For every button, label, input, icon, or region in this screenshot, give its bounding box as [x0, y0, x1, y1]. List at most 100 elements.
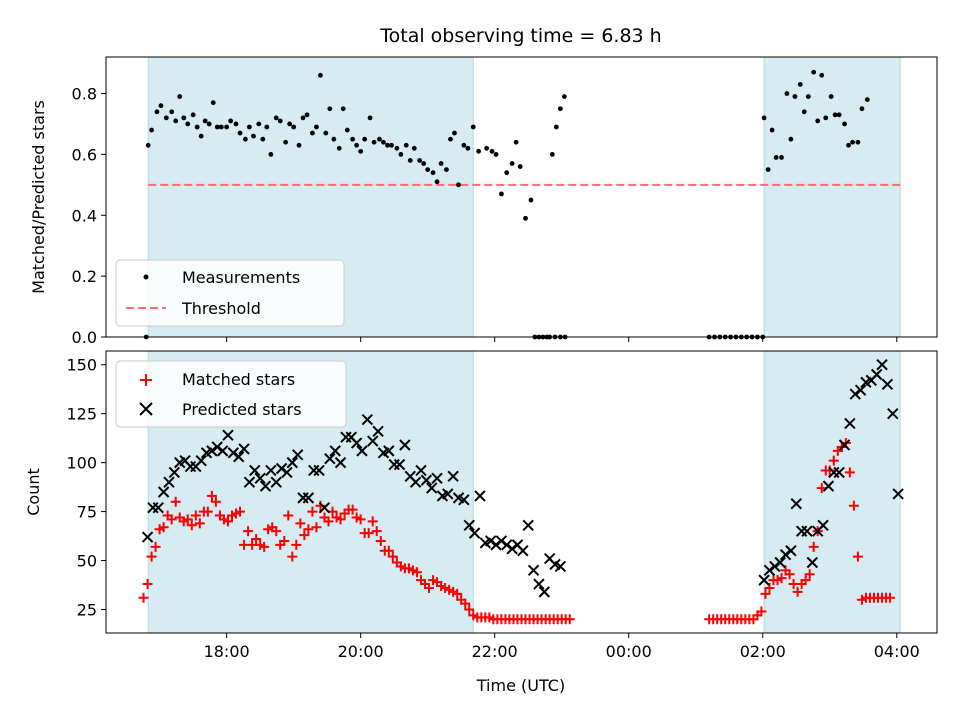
matched-star-point [776, 573, 787, 584]
matched-star-point [259, 541, 270, 552]
predicted-star-point [302, 492, 315, 504]
measurement-point [218, 124, 224, 130]
predicted-star-point [495, 535, 508, 547]
matched-star-point [460, 598, 471, 609]
matched-star-point [564, 614, 575, 625]
matched-star-point [464, 604, 475, 615]
predicted-star-point [501, 539, 513, 551]
matched-star-point [347, 504, 358, 515]
predicted-star-point [538, 586, 550, 598]
measurement-point [864, 97, 870, 103]
measurement-point [493, 151, 499, 157]
measurement-point [237, 130, 243, 136]
measurement-point [855, 139, 861, 145]
bottom-legend: Matched stars Predicted stars [115, 360, 347, 428]
bottom-y-tick-label: 150 [66, 356, 97, 375]
top-legend-box [115, 259, 345, 327]
top-y-tick-label: 0.0 [72, 328, 97, 347]
predicted-star-point [313, 464, 325, 477]
top-y-tick-label: 0.6 [72, 145, 97, 164]
predicted-star-point [522, 519, 534, 531]
matched-star-point [202, 506, 213, 517]
top-x-ticks [226, 337, 898, 342]
predicted-star-point [243, 476, 256, 488]
measurement-point [846, 142, 851, 148]
measurement-point [417, 158, 423, 163]
predicted-star-point [892, 488, 904, 500]
predicted-star-point [361, 413, 374, 426]
measurement-point [828, 94, 834, 99]
measurement-point [247, 124, 252, 130]
matched-star-point [355, 514, 366, 525]
predicted-star-point [833, 466, 845, 479]
predicted-star-point [801, 525, 813, 537]
predicted-star-point [458, 494, 470, 506]
matched-star-point [150, 541, 161, 552]
measurement-point [190, 112, 196, 118]
predicted-star-point [227, 447, 240, 459]
matched-star-point [311, 522, 322, 533]
measurement-point [779, 155, 784, 160]
predicted-star-point [447, 470, 459, 483]
predicted-star-point [533, 578, 545, 590]
measurement-point [504, 170, 510, 176]
measurement-point [331, 136, 337, 142]
measurement-point [287, 121, 293, 127]
predicted-star-point [849, 388, 861, 400]
measurement-point [425, 167, 431, 173]
measurement-point [773, 155, 779, 160]
matched-star-point [251, 534, 262, 544]
legend-label-matched-stars: Matched stars [182, 370, 295, 389]
bottom-axes-frame [105, 350, 938, 634]
bottom-y-tick-label: 50 [77, 552, 97, 571]
matched-star-point [303, 524, 314, 535]
measurement-point [850, 139, 855, 145]
predicted-star-point [425, 482, 438, 494]
measurement-point [470, 124, 476, 130]
matched-star-point [756, 606, 767, 617]
matched-star-point [800, 575, 811, 586]
matched-star-point [206, 490, 217, 501]
predicted-star-point [554, 560, 567, 573]
matched-star-point [138, 592, 149, 603]
predicted-star-point [372, 425, 384, 437]
predicted-star-point [870, 368, 883, 381]
predicted-star-point [152, 501, 164, 514]
measurement-point [371, 139, 377, 145]
measurement-point [819, 72, 825, 78]
matched-star-point [387, 551, 398, 562]
predicted-star-point [399, 439, 411, 451]
bottom-panel: 25 50 75 100 125 150 18:00 20:00 22:00 00:00 02:0… [24, 350, 938, 695]
matched-star-point [424, 582, 435, 593]
predicted-star-point [270, 476, 282, 488]
measurement-point [811, 69, 817, 75]
measurement-point [788, 136, 794, 142]
measurement-point [310, 130, 315, 136]
measurement-point [277, 118, 283, 124]
measurement-point [430, 170, 436, 176]
measurement-point [465, 145, 471, 151]
predicted-star-point [350, 437, 363, 449]
matched-star-point [283, 510, 294, 521]
matched-star-point [307, 506, 318, 517]
matched-star-point [186, 520, 197, 531]
measurement-point [513, 139, 519, 145]
predicted-star-point [838, 439, 851, 451]
predicted-star-point [769, 560, 781, 573]
predicted-star-point [367, 435, 379, 447]
measurement-point [367, 115, 373, 121]
predicted-star-point [484, 535, 497, 547]
predicted-star-point [415, 464, 427, 477]
measurement-point [158, 103, 164, 109]
predicted-star-point [490, 539, 502, 551]
matched-star-point [804, 569, 815, 580]
measurement-point [185, 121, 191, 127]
x-tick-label: 18:00 [204, 642, 250, 661]
x-tick-label: 02:00 [740, 642, 786, 661]
measurement-point [154, 109, 160, 115]
measurement-point [381, 139, 386, 145]
top-panel: 0.0 0.2 0.4 0.6 0.8 Total observing time = 6… [29, 25, 938, 347]
x-tick-label: 00:00 [606, 642, 652, 661]
legend-label-measurements: Measurements [182, 268, 300, 287]
